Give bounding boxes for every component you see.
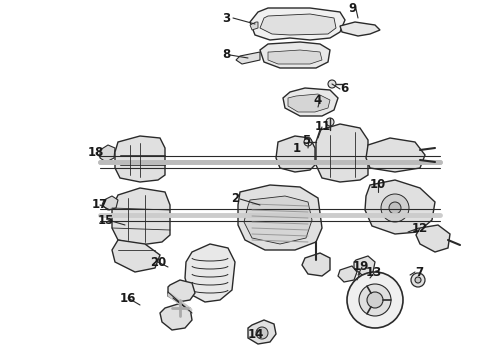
Polygon shape bbox=[238, 185, 322, 250]
Text: 6: 6 bbox=[340, 82, 348, 95]
Polygon shape bbox=[268, 50, 322, 64]
Text: 9: 9 bbox=[348, 1, 356, 14]
Text: 2: 2 bbox=[231, 193, 239, 206]
Circle shape bbox=[326, 118, 334, 126]
Text: 15: 15 bbox=[98, 213, 114, 226]
Text: 7: 7 bbox=[415, 266, 423, 279]
Circle shape bbox=[415, 277, 421, 283]
Circle shape bbox=[367, 292, 383, 308]
Circle shape bbox=[304, 138, 312, 146]
Circle shape bbox=[381, 194, 409, 222]
Polygon shape bbox=[288, 94, 330, 112]
Text: 17: 17 bbox=[92, 198, 108, 211]
Polygon shape bbox=[250, 8, 345, 40]
Text: 18: 18 bbox=[88, 147, 104, 159]
Polygon shape bbox=[248, 320, 276, 344]
Polygon shape bbox=[365, 180, 435, 234]
Polygon shape bbox=[250, 22, 258, 30]
Circle shape bbox=[359, 284, 391, 316]
Polygon shape bbox=[316, 124, 368, 182]
Polygon shape bbox=[112, 240, 160, 272]
Text: 16: 16 bbox=[120, 292, 136, 305]
Polygon shape bbox=[112, 188, 170, 245]
Circle shape bbox=[411, 273, 425, 287]
Polygon shape bbox=[366, 138, 425, 172]
Polygon shape bbox=[244, 196, 312, 244]
Polygon shape bbox=[340, 22, 380, 36]
Polygon shape bbox=[185, 244, 235, 302]
Circle shape bbox=[256, 327, 268, 339]
Polygon shape bbox=[115, 136, 165, 182]
Text: 5: 5 bbox=[302, 134, 310, 147]
Polygon shape bbox=[236, 52, 260, 64]
Text: 8: 8 bbox=[222, 49, 230, 62]
Text: 11: 11 bbox=[315, 121, 331, 134]
Text: 1: 1 bbox=[293, 141, 301, 154]
Text: 12: 12 bbox=[412, 221, 428, 234]
Polygon shape bbox=[354, 256, 375, 275]
Polygon shape bbox=[168, 280, 195, 302]
Polygon shape bbox=[416, 225, 450, 252]
Text: 3: 3 bbox=[222, 12, 230, 24]
Text: 13: 13 bbox=[366, 266, 382, 279]
Polygon shape bbox=[102, 196, 118, 210]
Text: 20: 20 bbox=[150, 256, 166, 269]
Polygon shape bbox=[283, 88, 338, 116]
Polygon shape bbox=[260, 42, 330, 68]
Polygon shape bbox=[160, 304, 192, 330]
Circle shape bbox=[347, 272, 403, 328]
Polygon shape bbox=[276, 136, 315, 172]
Polygon shape bbox=[260, 14, 336, 35]
Circle shape bbox=[389, 202, 401, 214]
Text: 10: 10 bbox=[370, 179, 386, 192]
Polygon shape bbox=[338, 266, 357, 282]
Text: 4: 4 bbox=[313, 94, 321, 107]
Text: 19: 19 bbox=[353, 261, 369, 274]
Circle shape bbox=[328, 80, 336, 88]
Polygon shape bbox=[100, 145, 115, 162]
Text: 14: 14 bbox=[248, 328, 265, 342]
Polygon shape bbox=[302, 253, 330, 276]
